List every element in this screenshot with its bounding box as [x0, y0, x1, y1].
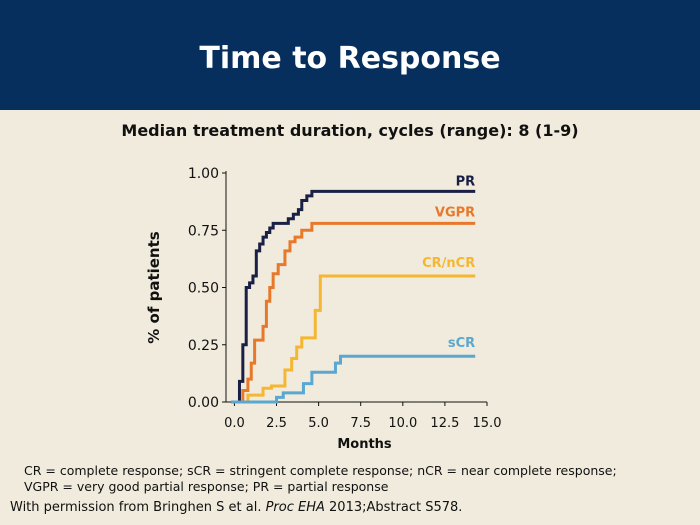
y-tick-label: 0.75 — [188, 223, 219, 239]
abbreviation-footnote: CR = complete response; sCR = stringent … — [24, 463, 684, 495]
footnote-line-1: CR = complete response; sCR = stringent … — [24, 463, 617, 478]
y-tick-label: 0.50 — [188, 281, 219, 297]
footnote-line-2: VGPR = very good partial response; PR = … — [24, 479, 389, 494]
source-citation: With permission from Bringhen S et al. P… — [10, 500, 462, 515]
source-journal: Proc EHA — [265, 500, 325, 515]
series-line-vgpr — [237, 221, 476, 404]
x-axis-title: Months — [337, 437, 392, 452]
series-label: CR/nCR — [422, 256, 475, 271]
source-prefix: With permission from Bringhen S et al. — [10, 500, 266, 515]
source-suffix: 2013;Abstract S578. — [324, 500, 463, 515]
series-label: PR — [456, 174, 476, 189]
y-tick-label: 1.00 — [188, 166, 219, 182]
series-label: sCR — [448, 336, 475, 351]
y-axis-title: % of patients — [145, 231, 163, 343]
x-tick-label: 7.5 — [350, 416, 371, 431]
x-tick-label: 12.5 — [430, 416, 459, 431]
x-tick-label: 15.0 — [473, 416, 502, 431]
slide-subtitle: Median treatment duration, cycles (range… — [121, 121, 579, 140]
x-tick-label: 10.0 — [388, 416, 417, 431]
series-line-cr-ncr — [241, 274, 476, 404]
series-label: VGPR — [435, 205, 475, 220]
series-line-pr — [231, 189, 476, 404]
x-tick-label: 2.5 — [266, 416, 287, 431]
series-line-scr — [231, 354, 476, 404]
x-tick-label: 0.0 — [224, 416, 245, 431]
y-tick-label: 0.00 — [188, 395, 219, 411]
x-tick-label: 5.0 — [308, 416, 329, 431]
y-tick-label: 0.25 — [188, 338, 219, 354]
slide-title: Time to Response — [199, 40, 501, 76]
title-banner: Time to Response — [0, 0, 700, 110]
